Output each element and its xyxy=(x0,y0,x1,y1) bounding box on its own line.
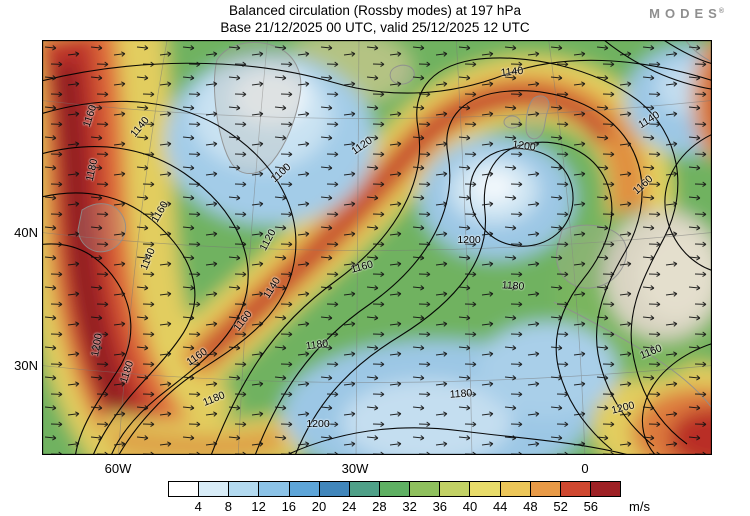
colorbar-tick-label: 40 xyxy=(462,499,478,514)
colorbar-ticks: 4 8 12 16 20 24 28 32 36 40 44 48 52 56 xyxy=(168,499,621,515)
map-canvas xyxy=(42,40,712,455)
colorbar-cell xyxy=(529,482,560,496)
colorbar-cell xyxy=(258,482,289,496)
colorbar-cell xyxy=(198,482,229,496)
chart-subtitle: Base 21/12/2025 00 UTC, valid 25/12/2025… xyxy=(220,19,530,35)
colorbar-cell xyxy=(169,482,199,496)
colorbar-cell xyxy=(228,482,259,496)
colorbar-tick-label: 36 xyxy=(432,499,448,514)
colorbar-tick-label: 20 xyxy=(311,499,327,514)
colorbar-cell xyxy=(378,482,410,496)
colorbar-cell xyxy=(409,482,440,496)
colorbar-tick-label: 12 xyxy=(251,499,266,514)
lat-label-40n: 40N xyxy=(14,225,38,240)
wind-arrows xyxy=(42,40,712,455)
colorbar-unit: m/s xyxy=(629,499,650,514)
colorbar-cell xyxy=(348,482,379,496)
colorbar-cells xyxy=(168,481,621,497)
modes-logo-text: MODES xyxy=(649,6,722,21)
colorbar-tick-label: 28 xyxy=(372,499,387,514)
map-area: 1160 1140 1180 1160 1140 1200 1180 1160 1180 1100… xyxy=(42,40,712,455)
map-frame xyxy=(42,40,712,455)
lon-label-30w: 30W xyxy=(341,461,369,476)
lat-label-30n: 30N xyxy=(14,358,38,373)
colorbar-tick-label: 56 xyxy=(583,499,599,514)
chart-title: Balanced circulation (Rossby modes) at 1… xyxy=(229,3,521,18)
colorbar-cell xyxy=(499,482,530,496)
colorbar-cell xyxy=(589,482,621,496)
colorbar-cell xyxy=(318,482,349,496)
colorbar-tick-label: 8 xyxy=(224,499,233,514)
modes-logo: MODES® xyxy=(649,6,724,21)
colorbar-cell xyxy=(559,482,590,496)
lon-label-60w: 60W xyxy=(104,461,132,476)
colorbar-tick-label: 32 xyxy=(402,499,417,514)
colorbar-tick-label: 24 xyxy=(341,499,357,514)
colorbar-cell xyxy=(288,482,319,496)
colorbar-cell xyxy=(469,482,500,496)
registered-trademark-icon: ® xyxy=(718,7,724,15)
colorbar-tick-label: 16 xyxy=(281,499,297,514)
lon-label-0: 0 xyxy=(581,461,589,476)
colorbar-tick-label: 48 xyxy=(523,499,538,514)
colorbar-tick-label: 44 xyxy=(492,499,508,514)
header: Balanced circulation (Rossby modes) at 1… xyxy=(0,3,750,37)
colorbar-tick-label: 4 xyxy=(194,499,202,514)
colorbar: 4 8 12 16 20 24 28 32 36 40 44 48 52 56 m/s xyxy=(168,481,650,514)
colorbar-cell xyxy=(439,482,470,496)
colorbar-tick-label: 52 xyxy=(553,499,568,514)
